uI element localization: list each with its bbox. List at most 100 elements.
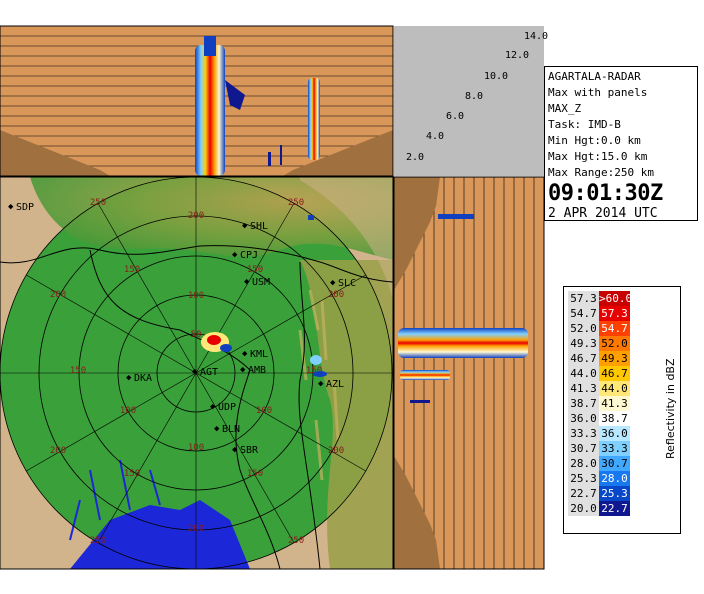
observation-date: 2 APR 2014 UTC	[548, 206, 658, 221]
legend-low: 52.0	[568, 321, 599, 336]
legend-row: 20.0 22.7	[568, 501, 660, 516]
range-label-250: 250	[90, 198, 106, 208]
legend-low: 57.3	[568, 291, 599, 306]
range-label-150: 150	[306, 366, 322, 376]
side-echo-core	[398, 328, 528, 358]
range-label-100: 100	[256, 406, 272, 416]
legend-low: 41.3	[568, 381, 599, 396]
borders	[0, 245, 393, 569]
radial-line	[195, 274, 366, 374]
top-shadow-right	[283, 130, 393, 176]
legend-high: 52.0	[599, 336, 630, 351]
legend-row: 38.7 41.3	[568, 396, 660, 411]
range-label-200: 200	[188, 211, 204, 221]
delta-rivers	[69, 459, 161, 541]
top-shadow-left	[0, 130, 110, 176]
range-label-150: 150	[124, 469, 140, 479]
legend-high: 30.7	[599, 456, 630, 471]
range-label-100: 100	[120, 406, 136, 416]
max-range: Max Range:250 km	[548, 166, 654, 179]
station-label-cpj: CPJ	[240, 250, 258, 261]
legend-high: 57.3	[599, 306, 630, 321]
legend-high: 38.7	[599, 411, 630, 426]
legend-row: 25.3 28.0	[568, 471, 660, 486]
legend-row: 22.7 25.3	[568, 486, 660, 501]
station-label-usm: USM	[252, 277, 270, 288]
station-label-sbr: SBR	[240, 445, 259, 456]
height-label: 8.0	[465, 91, 483, 102]
color-legend: 57.3 >60.0 54.7 57.3 52.0 54.7 49.3 52.0 46.7 49.…	[563, 286, 681, 534]
legend-low: 33.3	[568, 426, 599, 441]
station-marker: ◆	[214, 424, 220, 434]
legend-low: 25.3	[568, 471, 599, 486]
height-label: 12.0	[505, 50, 529, 61]
station-marker: ◆	[240, 365, 246, 375]
top-echo-anvil	[225, 80, 245, 110]
station-label-udp: UDP	[218, 402, 236, 413]
height-scale-corner: 14.0 12.0 10.08.06.04.02.0	[394, 26, 548, 176]
top-echo-east	[308, 78, 320, 160]
station-label-shl: SHL	[250, 221, 268, 232]
radial-line	[26, 372, 197, 472]
range-label-250: 250	[288, 536, 304, 546]
legend-row: 52.0 54.7	[568, 321, 660, 336]
legend-low: 22.7	[568, 486, 599, 501]
station-marker: ◆	[232, 445, 238, 455]
legend-high: 54.7	[599, 321, 630, 336]
range-label-200: 200	[50, 290, 66, 300]
station-marker: ◆	[8, 202, 14, 212]
range-label-200: 200	[50, 446, 66, 456]
range-label-200: 200	[328, 290, 344, 300]
station-label-kml: KML	[250, 349, 268, 360]
height-label: 6.0	[446, 111, 464, 122]
legend-row: 30.7 33.3	[568, 441, 660, 456]
legend-high: 33.3	[599, 441, 630, 456]
legend-row: 57.3 >60.0	[568, 291, 660, 306]
legend-high: >60.0	[599, 291, 633, 306]
height-label: 2.0	[406, 152, 424, 163]
top-echo-small-2	[280, 145, 282, 165]
range-label-150: 150	[124, 265, 140, 275]
station-label-bln: BLN	[222, 424, 240, 435]
station-marker: ◆	[318, 379, 324, 389]
height-label: 14.0	[524, 31, 548, 42]
map-echo-main-core	[207, 335, 221, 345]
station-marker: ◆	[244, 277, 250, 287]
side-cross-section-panel	[394, 177, 544, 569]
legend-low: 28.0	[568, 456, 599, 471]
legend-row: 28.0 30.7	[568, 456, 660, 471]
legend-low: 54.7	[568, 306, 599, 321]
radial-line	[97, 203, 197, 374]
range-label-50: 50	[191, 330, 202, 340]
map-echo-east	[310, 355, 322, 365]
station-marker: ◆	[126, 373, 132, 383]
legend-row: 33.3 36.0	[568, 426, 660, 441]
station-label-azl: AZL	[326, 379, 344, 390]
parameter-name: MAX_Z	[548, 102, 582, 115]
top-echo-core	[195, 45, 225, 176]
top-echo-small	[268, 152, 271, 166]
terrain-north	[30, 177, 393, 260]
station-marker: ◆	[242, 221, 248, 231]
range-label-250: 250	[90, 536, 106, 546]
legend-high: 25.3	[599, 486, 630, 501]
range-label-250: 250	[288, 198, 304, 208]
station-marker: ◆	[192, 367, 198, 377]
range-label-200: 200	[188, 524, 204, 534]
radial-line	[26, 274, 197, 374]
legend-row: 44.0 46.7	[568, 366, 660, 381]
product-info-box: AGARTALA-RADAR Max with panels MAX_Z Tas…	[544, 66, 698, 221]
legend-high: 41.3	[599, 396, 630, 411]
min-height: Min Hgt:0.0 km	[548, 134, 641, 147]
legend-high: 46.7	[599, 366, 630, 381]
legend-row: 36.0 38.7	[568, 411, 660, 426]
station-label-amb: AMB	[248, 365, 266, 376]
legend-row: 54.7 57.3	[568, 306, 660, 321]
range-label-200: 200	[328, 446, 344, 456]
range-label-100: 100	[188, 443, 204, 453]
range-label-150: 150	[70, 366, 86, 376]
side-echo-small	[410, 400, 430, 403]
map-echo-main-edge	[220, 344, 232, 352]
terrain-east-ridges	[298, 289, 340, 481]
range-label-150: 150	[247, 469, 263, 479]
